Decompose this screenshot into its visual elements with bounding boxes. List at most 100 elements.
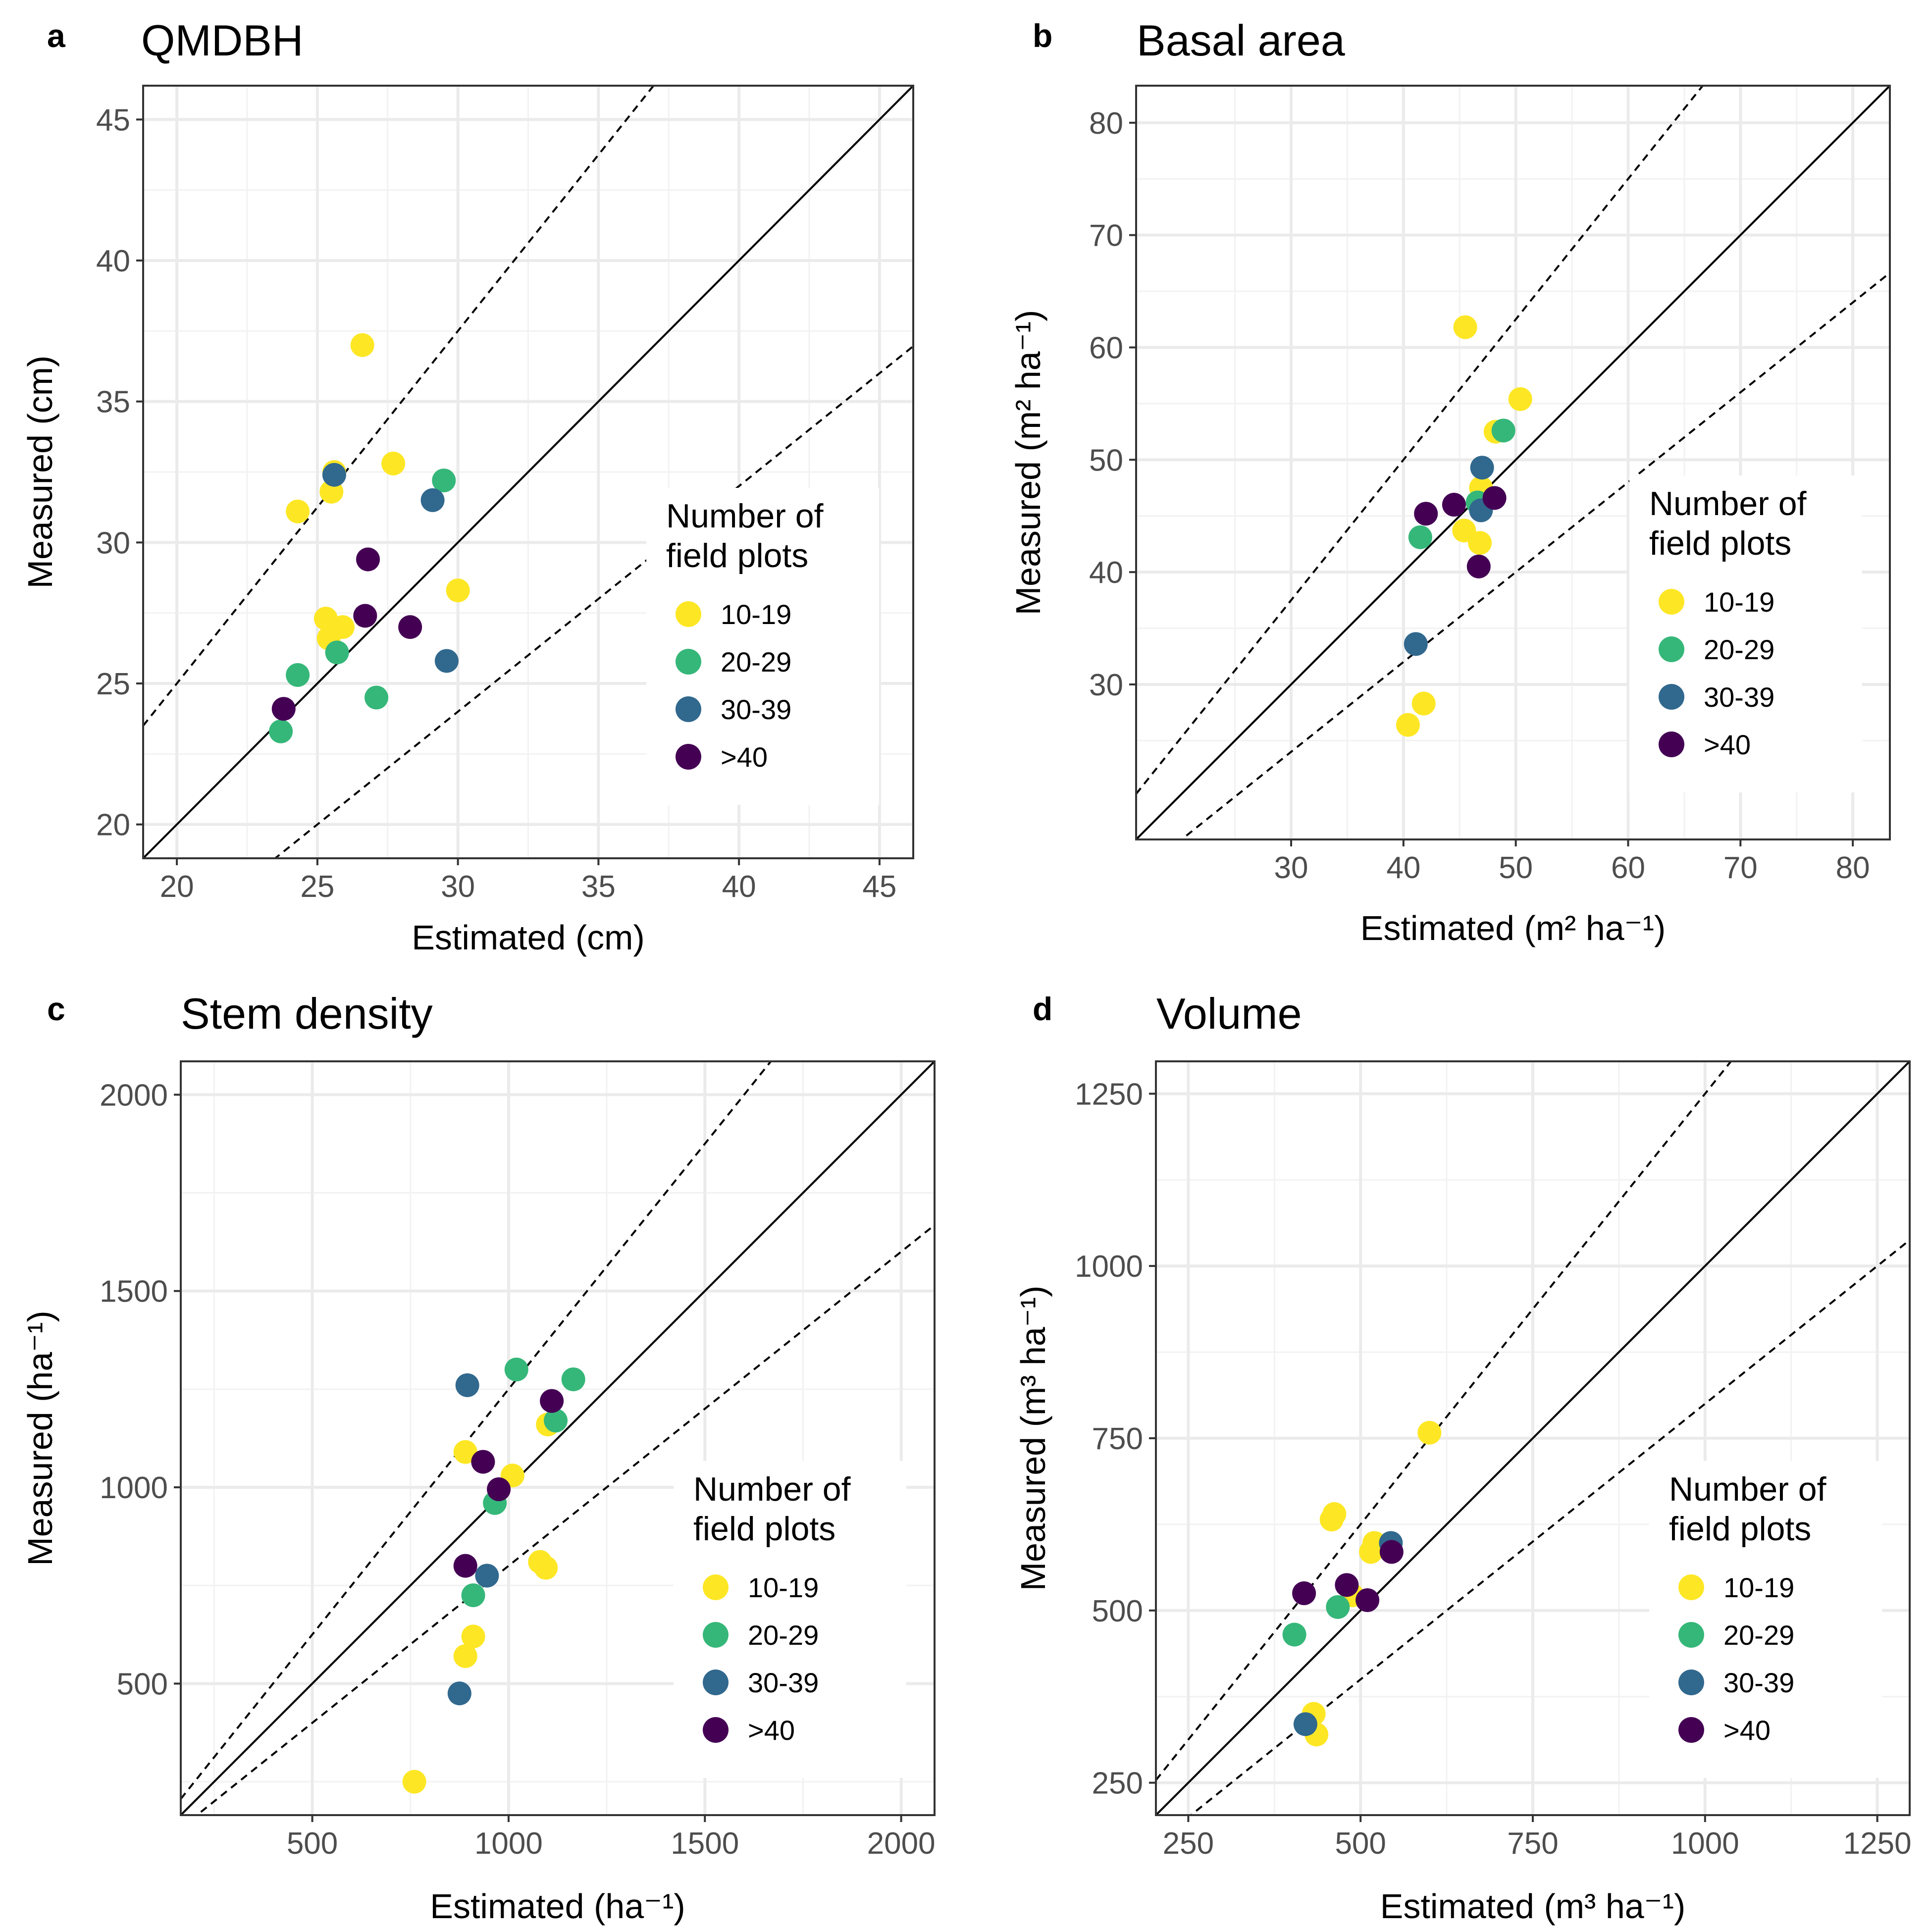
legend-key-20-29	[1659, 636, 1684, 662]
x-tick-label: 40	[1386, 851, 1420, 885]
y-tick-label: 250	[1092, 1767, 1143, 1801]
legend-label: 20-29	[1723, 1619, 1794, 1651]
legend-title-line1: Number of	[1649, 485, 1807, 522]
one-to-one-line	[1156, 1061, 1910, 1815]
x-axis-label: Estimated (ha⁻¹)	[430, 1887, 685, 1926]
y-tick-label: 1000	[1075, 1250, 1143, 1284]
lower-bound-line	[1180, 272, 1890, 839]
point-20-29	[1408, 525, 1432, 549]
reference-lines	[181, 1061, 935, 1815]
y-tick-label: 2000	[100, 1078, 168, 1112]
legend-title-line1: Number of	[693, 1470, 851, 1508]
points	[1396, 315, 1532, 737]
legend-key-gt40	[1678, 1717, 1704, 1743]
legend-key-gt40	[1659, 731, 1684, 757]
y-axis-label: Measured (m² ha⁻¹)	[1009, 310, 1047, 616]
panel-letter: c	[47, 991, 65, 1027]
lower-bound-line	[1189, 1239, 1910, 1815]
y-tick-label: 60	[1089, 331, 1123, 366]
y-tick-label: 70	[1089, 219, 1123, 253]
point-20-29	[1491, 418, 1515, 443]
plot-border	[1135, 85, 1891, 840]
x-tick-label: 30	[1274, 851, 1308, 885]
y-tick-label: 20	[96, 808, 130, 842]
y-tick-label: 1250	[1075, 1077, 1143, 1111]
legend-key-10-19	[1659, 589, 1684, 615]
legend-title-line2: field plots	[1649, 524, 1791, 562]
point-gt40	[487, 1477, 511, 1502]
one-to-one-line	[1136, 86, 1890, 839]
plot-border	[180, 1060, 936, 1816]
y-axis-label: Measured (m³ ha⁻¹)	[1014, 1286, 1052, 1591]
legend-key-10-19	[1678, 1574, 1704, 1600]
x-tick-label: 50	[1499, 851, 1533, 885]
y-tick-label: 30	[96, 526, 130, 560]
point-30-39	[420, 488, 445, 512]
point-20-29	[365, 685, 389, 710]
y-tick-label: 40	[96, 244, 130, 278]
point-20-29	[561, 1367, 585, 1392]
x-axis-label: Estimated (m² ha⁻¹)	[1360, 909, 1666, 947]
point-30-39	[322, 463, 346, 487]
x-tick-label: 500	[1335, 1827, 1386, 1861]
x-tick-label: 2000	[867, 1827, 936, 1861]
legend-label: 30-39	[721, 694, 791, 725]
point-gt40	[471, 1450, 495, 1474]
y-tick-label: 30	[1089, 668, 1123, 702]
point-20-29	[1326, 1595, 1350, 1619]
point-10-19	[1411, 691, 1436, 716]
point-10-19	[1359, 1540, 1383, 1564]
panel-letter: a	[47, 17, 66, 54]
legend-label: >40	[1723, 1715, 1771, 1746]
point-30-39	[1293, 1712, 1317, 1736]
legend-label: 30-39	[1723, 1667, 1794, 1698]
point-20-29	[504, 1358, 528, 1382]
y-tick-label: 40	[1089, 556, 1123, 590]
x-tick-label: 1000	[474, 1827, 543, 1861]
legend-label: >40	[721, 741, 768, 773]
legend-key-10-19	[676, 601, 701, 627]
points	[1282, 1420, 1442, 1747]
legend-key-gt40	[703, 1717, 729, 1743]
y-tick-label: 500	[117, 1667, 168, 1701]
point-20-29	[1282, 1622, 1306, 1647]
legend-key-20-29	[1678, 1622, 1704, 1648]
legend-key-20-29	[703, 1622, 729, 1648]
point-10-19	[402, 1770, 426, 1794]
reference-lines	[1156, 1061, 1910, 1815]
x-tick-label: 25	[300, 870, 334, 904]
legend-label: 20-29	[721, 646, 791, 678]
point-10-19	[1508, 387, 1532, 411]
legend-key-30-39	[1678, 1670, 1704, 1695]
x-axis-label: Estimated (m³ ha⁻¹)	[1380, 1887, 1686, 1926]
legend-key-20-29	[676, 649, 701, 675]
legend-title-line2: field plots	[1669, 1510, 1811, 1548]
legend-label: 20-29	[748, 1619, 819, 1651]
one-to-one-line	[181, 1061, 935, 1815]
y-axis-label: Measured (cm)	[21, 356, 59, 589]
point-10-19	[1417, 1420, 1442, 1445]
x-tick-label: 1250	[1843, 1827, 1912, 1861]
legend-label: 10-19	[1723, 1572, 1794, 1603]
legend-key-30-39	[676, 696, 701, 722]
point-gt40	[271, 697, 296, 721]
point-10-19	[461, 1624, 485, 1649]
panel-title: Stem density	[181, 989, 433, 1038]
point-30-39	[434, 649, 459, 673]
point-20-29	[325, 640, 349, 665]
y-tick-label: 45	[96, 103, 130, 137]
points	[269, 333, 470, 743]
legend-label: 30-39	[1704, 681, 1774, 713]
point-30-39	[475, 1564, 499, 1588]
point-gt40	[1292, 1581, 1316, 1606]
x-axis-label: Estimated (cm)	[412, 918, 645, 957]
legend-title-line1: Number of	[1669, 1470, 1826, 1508]
point-gt40	[353, 604, 377, 628]
x-tick-label: 35	[581, 870, 616, 904]
x-tick-label: 40	[722, 870, 756, 904]
x-tick-label: 500	[287, 1827, 338, 1861]
panel-letter: b	[1033, 17, 1052, 54]
panel-title: QMDBH	[141, 16, 304, 65]
